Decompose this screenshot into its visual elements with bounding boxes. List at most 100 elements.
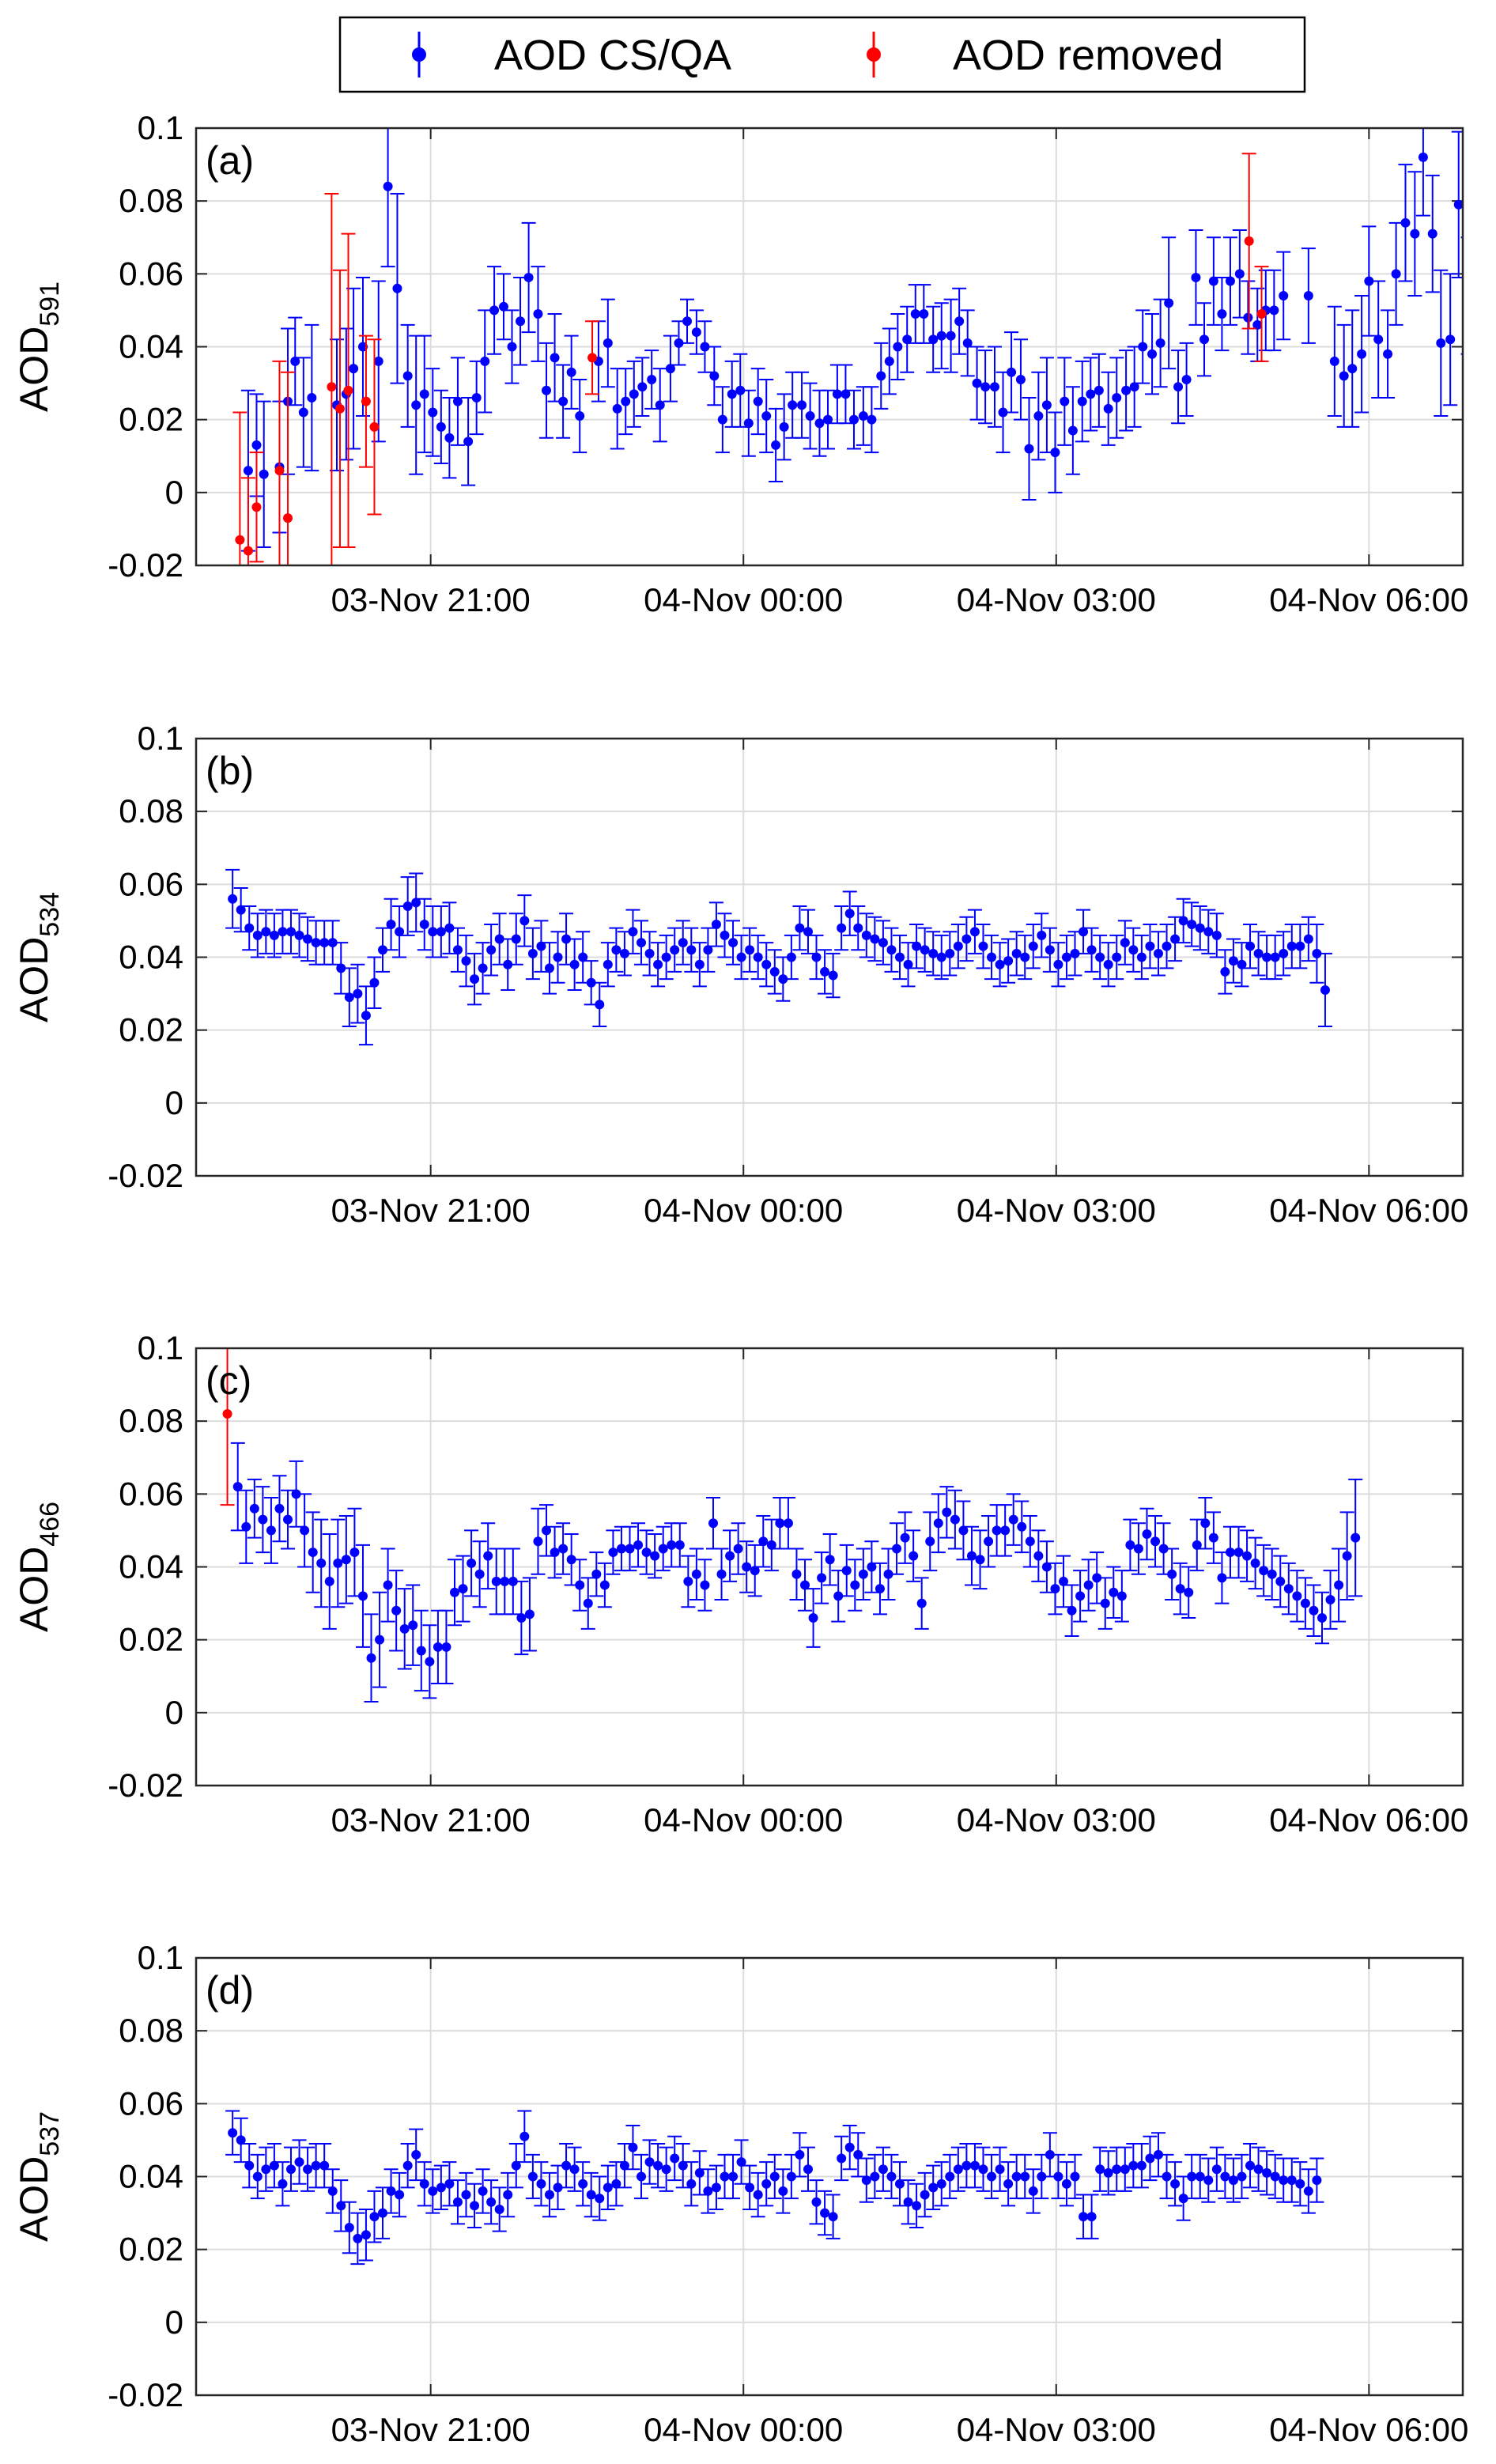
data-point-a-1-6 xyxy=(334,403,345,414)
data-point-d-0-71 xyxy=(820,2208,830,2218)
data-point-a-0-22 xyxy=(463,436,474,447)
data-point-a-0-117 xyxy=(1339,371,1349,381)
data-point-d-0-72 xyxy=(828,2212,838,2222)
data-point-d-0-38 xyxy=(544,2190,554,2200)
data-point-c-0-12 xyxy=(333,1558,343,1568)
data-point-b-0-105 xyxy=(1103,959,1113,969)
y-tick-label-c-6: 0.1 xyxy=(138,1329,183,1366)
y-tick-label-a-3: 0.04 xyxy=(119,328,183,365)
data-point-d-0-101 xyxy=(1070,2171,1080,2182)
data-point-c-0-34 xyxy=(516,1613,527,1623)
data-point-c-0-21 xyxy=(408,1620,418,1631)
data-point-a-0-6 xyxy=(298,407,308,418)
x-tick-label-a-1: 04-Nov 00:00 xyxy=(644,581,843,618)
data-point-a-0-128 xyxy=(1436,338,1446,348)
data-point-a-0-44 xyxy=(665,364,675,374)
data-point-c-0-117 xyxy=(1208,1532,1218,1543)
data-point-d-0-11 xyxy=(319,2160,330,2171)
data-point-a-0-21 xyxy=(452,396,463,406)
data-point-a-0-131 xyxy=(1464,291,1473,300)
data-point-b-0-49 xyxy=(637,938,647,948)
data-point-d-0-48 xyxy=(628,2142,638,2152)
data-point-c-0-134 xyxy=(1351,1532,1361,1543)
data-point-b-0-69 xyxy=(803,927,813,937)
data-point-a-0-2 xyxy=(259,469,269,479)
data-point-d-0-2 xyxy=(244,2160,255,2171)
data-point-d-0-54 xyxy=(678,2160,688,2171)
data-point-a-0-91 xyxy=(1077,396,1087,406)
legend-label-1: AOD removed xyxy=(953,32,1223,79)
data-point-b-0-80 xyxy=(895,952,905,962)
data-point-c-0-107 xyxy=(1125,1540,1135,1550)
y-tick-label-d-1: 0 xyxy=(165,2303,183,2341)
data-point-b-0-106 xyxy=(1112,952,1122,962)
data-point-a-0-98 xyxy=(1138,342,1148,352)
x-tick-label-a-2: 04-Nov 03:00 xyxy=(957,581,1156,618)
data-point-c-0-129 xyxy=(1309,1605,1319,1616)
data-point-a-0-78 xyxy=(962,338,973,348)
data-point-b-0-18 xyxy=(378,945,388,955)
data-point-a-0-58 xyxy=(788,400,798,410)
data-point-b-0-2 xyxy=(244,923,255,933)
data-point-c-0-44 xyxy=(599,1580,610,1590)
data-point-d-0-21 xyxy=(402,2160,413,2171)
legend-marker-1 xyxy=(867,47,881,62)
series-a-0 xyxy=(240,128,1473,552)
data-point-c-0-25 xyxy=(441,1642,451,1652)
data-point-b-0-75 xyxy=(853,923,863,933)
data-point-d-0-113 xyxy=(1170,2179,1181,2189)
data-point-b-0-118 xyxy=(1211,930,1222,940)
data-point-c-0-50 xyxy=(650,1551,660,1561)
data-point-d-0-20 xyxy=(395,2190,405,2200)
data-point-d-0-102 xyxy=(1079,2212,1089,2222)
data-point-c-0-35 xyxy=(524,1609,535,1619)
data-point-a-0-17 xyxy=(419,389,429,399)
data-point-b-0-3 xyxy=(252,930,263,940)
data-point-a-0-16 xyxy=(411,400,421,410)
data-point-b-0-72 xyxy=(828,970,838,981)
data-point-a-0-113 xyxy=(1269,305,1279,316)
data-point-a-0-88 xyxy=(1050,448,1060,458)
data-point-a-0-68 xyxy=(876,371,886,381)
data-point-b-0-130 xyxy=(1312,948,1322,958)
x-tick-label-c-2: 04-Nov 03:00 xyxy=(957,1801,1156,1839)
data-point-c-0-31 xyxy=(491,1576,501,1586)
data-point-b-0-44 xyxy=(595,1000,605,1010)
data-point-d-0-115 xyxy=(1187,2171,1197,2182)
data-point-d-0-18 xyxy=(378,2208,388,2218)
data-point-b-0-86 xyxy=(945,948,955,958)
data-point-a-0-99 xyxy=(1147,349,1158,359)
panel-label-d: (d) xyxy=(206,1968,254,2012)
data-point-b-0-40 xyxy=(561,934,572,944)
data-point-a-0-62 xyxy=(823,414,833,425)
data-point-d-0-111 xyxy=(1153,2149,1163,2160)
data-point-a-0-57 xyxy=(779,421,789,432)
data-point-b-0-27 xyxy=(452,945,463,955)
data-point-b-0-14 xyxy=(344,992,354,1003)
data-point-a-0-104 xyxy=(1191,272,1201,282)
data-point-b-0-32 xyxy=(494,934,504,944)
data-point-d-0-81 xyxy=(903,2197,913,2207)
data-point-b-0-48 xyxy=(628,927,638,937)
data-point-a-1-5 xyxy=(327,382,337,392)
data-point-a-1-12 xyxy=(1256,309,1267,319)
data-point-c-0-16 xyxy=(366,1653,376,1663)
data-point-c-0-100 xyxy=(1067,1605,1077,1616)
data-point-b-0-55 xyxy=(686,945,697,955)
data-point-c-0-56 xyxy=(700,1580,710,1590)
series-d-0 xyxy=(225,2110,1324,2266)
data-point-d-0-105 xyxy=(1103,2167,1113,2178)
data-point-d-0-74 xyxy=(844,2142,855,2152)
data-point-b-0-19 xyxy=(386,920,396,930)
data-point-d-0-110 xyxy=(1145,2153,1155,2164)
x-tick-label-b-3: 04-Nov 06:00 xyxy=(1269,1192,1468,1229)
data-point-b-0-53 xyxy=(670,945,680,955)
data-point-c-0-19 xyxy=(391,1605,402,1616)
data-point-a-0-74 xyxy=(928,334,939,345)
data-point-a-0-33 xyxy=(558,396,569,406)
data-point-c-0-85 xyxy=(942,1507,952,1517)
data-point-b-0-21 xyxy=(402,901,413,911)
data-point-a-1-7 xyxy=(343,385,353,395)
data-point-d-0-53 xyxy=(670,2153,680,2164)
data-point-c-0-125 xyxy=(1275,1576,1286,1586)
